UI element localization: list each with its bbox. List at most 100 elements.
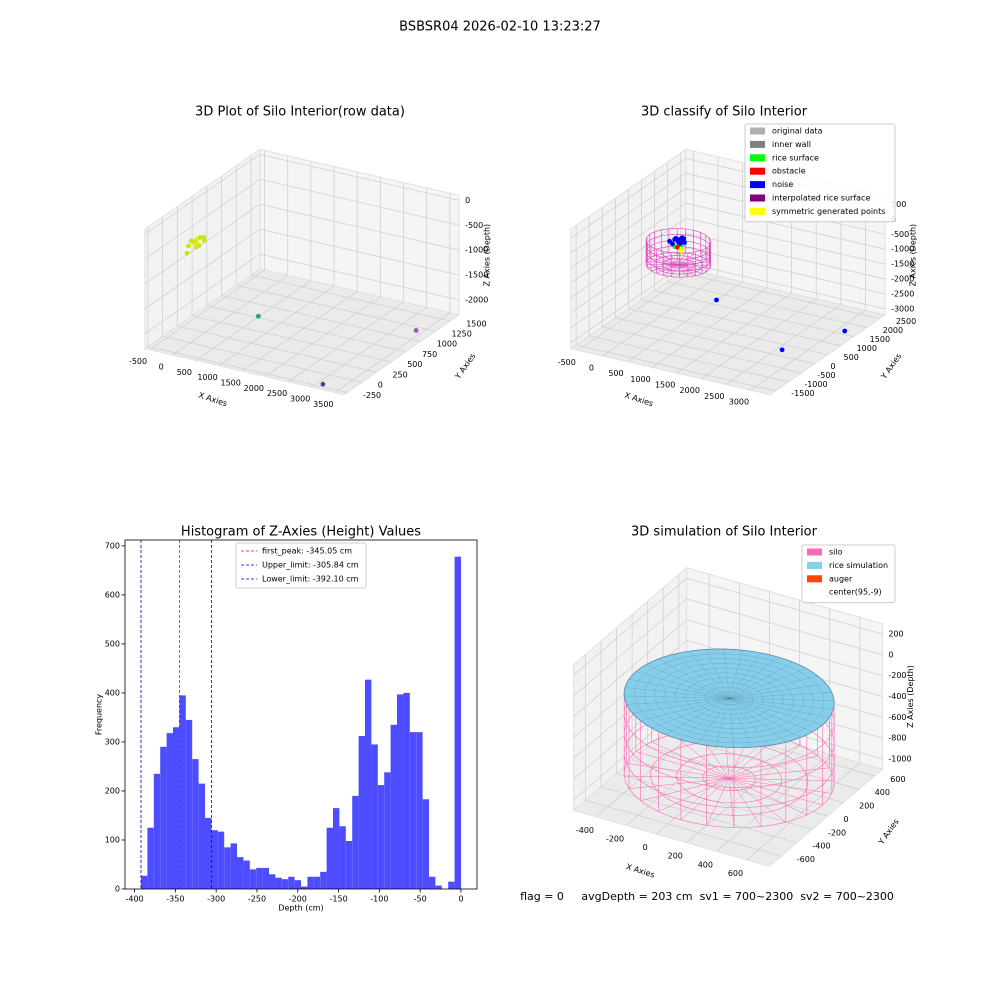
figure-title: BSBSR04 2026-02-10 13:23:27 <box>399 20 601 35</box>
bar <box>416 732 423 889</box>
legend-swatch <box>807 588 822 596</box>
grid-line <box>259 178 460 226</box>
bar <box>384 772 391 889</box>
x-tick-label: 0 <box>159 362 164 371</box>
point <box>186 243 191 249</box>
grid-line <box>144 253 261 334</box>
rice-surface-grid <box>657 658 730 699</box>
legend-label: center(95,-9) <box>829 588 882 597</box>
silo-spoke <box>656 264 679 274</box>
silo-spoke <box>670 264 679 277</box>
point <box>678 240 683 246</box>
y-tick-label: 600 <box>105 590 120 599</box>
status-text: flag = 0 avgDepth = 203 cm sv1 = 700~230… <box>520 890 894 903</box>
bar <box>160 746 167 889</box>
silo-spoke <box>646 260 679 266</box>
silo-spoke <box>658 778 730 812</box>
y-axis-label: Frequency <box>95 694 104 736</box>
grid-line <box>250 274 451 322</box>
bar <box>435 885 442 889</box>
bar <box>448 881 455 889</box>
x-tick-label: 1500 <box>221 379 241 388</box>
bar <box>243 860 250 889</box>
y-tick-label: 100 <box>105 835 120 844</box>
z-tick-label: 0 <box>465 196 470 205</box>
grid-line <box>195 280 312 361</box>
rice-surface-grid <box>729 698 813 732</box>
legend-swatch <box>750 207 765 215</box>
x-tick-label: 0 <box>458 895 463 904</box>
silo-spoke <box>678 256 701 266</box>
bar <box>422 799 430 889</box>
z-tick-label: -800 <box>888 734 906 743</box>
point <box>673 235 679 241</box>
legend-swatch <box>807 575 822 583</box>
silo-spoke <box>678 264 703 275</box>
silo-spoke <box>678 261 710 266</box>
bar <box>377 785 385 889</box>
y-tick-label: 1250 <box>451 330 471 339</box>
z-tick-label: -400 <box>888 692 906 701</box>
rice-surface-grid <box>729 661 794 699</box>
grid-line <box>570 247 687 329</box>
y-tick-label: 1000 <box>437 340 457 349</box>
x-tick-label: 1500 <box>655 380 675 389</box>
bar <box>301 886 308 889</box>
silo-spoke <box>661 253 679 266</box>
silo-spoke <box>678 264 710 269</box>
x-tick-label: -300 <box>207 895 225 904</box>
y-tick-label: 500 <box>844 353 859 362</box>
y-tick-label: 750 <box>422 350 437 359</box>
grid-line <box>144 178 261 260</box>
silo-spoke <box>654 255 679 266</box>
rice-surface-grid <box>729 683 827 699</box>
grid-line <box>685 247 886 295</box>
point <box>201 234 207 240</box>
x-tick-label: -150 <box>330 895 348 904</box>
silo-spoke <box>678 264 696 276</box>
silo-spoke <box>628 778 730 790</box>
bar <box>358 736 366 889</box>
y-tick-label: 0 <box>115 885 120 894</box>
legend-label: rice surface <box>772 153 819 162</box>
rice-surface-grid <box>729 698 830 718</box>
legend-label: rice simulation <box>829 561 888 570</box>
x-tick-label: -50 <box>414 895 427 904</box>
y-tick-label: 200 <box>859 802 874 811</box>
grid-line <box>259 253 460 301</box>
bar <box>371 744 378 889</box>
rice-surface-grid <box>628 679 730 699</box>
legend-swatch <box>750 181 765 189</box>
z-axis-label: Z Axies (Depth) <box>906 665 915 728</box>
grid-line <box>628 308 828 356</box>
silo-spoke <box>676 252 679 265</box>
bar <box>198 783 205 889</box>
grid-line <box>241 291 358 372</box>
rice-surface-grid <box>688 651 730 699</box>
grid-line <box>576 344 776 392</box>
y-tick-label: -1000 <box>804 380 827 389</box>
silo-wireframe <box>645 228 711 278</box>
grid-line <box>288 301 404 383</box>
bar <box>294 880 301 889</box>
z-tick-label: -2500 <box>891 290 914 299</box>
y-tick-label: 600 <box>890 775 905 784</box>
grid-line <box>746 762 861 861</box>
z-tick-label: -1500 <box>465 271 488 280</box>
rice-surface-grid <box>729 668 807 699</box>
z-axis-label: Z Axies (Depth) <box>909 224 918 287</box>
legend-swatch <box>807 561 822 569</box>
bar <box>249 869 257 889</box>
legend-swatch <box>750 194 765 202</box>
legend-label: obstacle <box>772 167 806 176</box>
grid-line <box>686 598 883 656</box>
grid-line <box>615 317 815 365</box>
grid-line <box>144 203 261 285</box>
grid-line <box>654 290 854 338</box>
grid-line <box>600 786 797 844</box>
silo-spoke <box>624 775 730 779</box>
y-tick-label: 2500 <box>896 317 916 326</box>
rice-surface-grid <box>729 698 735 748</box>
silo-spoke <box>728 778 762 827</box>
silo-spoke <box>672 734 730 779</box>
